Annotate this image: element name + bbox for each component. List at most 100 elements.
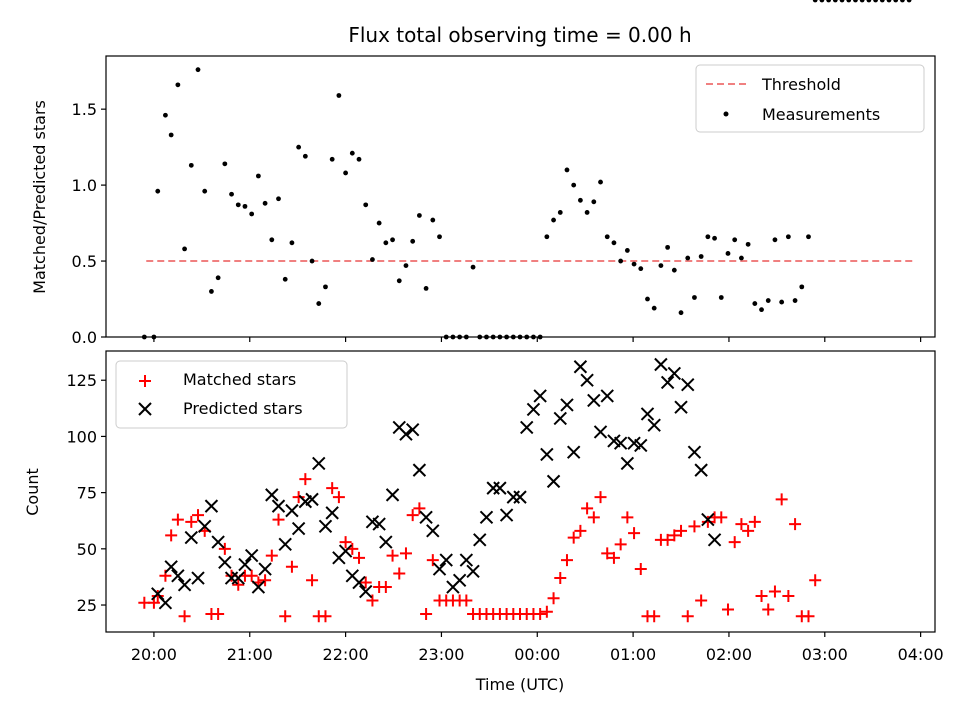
predicted-star-point [573,360,588,374]
measurement-point [571,182,577,188]
measurement-point [470,264,476,270]
predicted-star-point [479,510,494,525]
matched-star-point [607,551,620,564]
top-y-tick-label: 0.0 [72,328,97,347]
measurement-point [396,278,402,284]
predicted-star-point [681,378,695,392]
measurement-point [195,67,201,73]
measurement-point [725,251,731,256]
predicted-star-point [593,425,608,439]
matched-star-point [809,574,822,587]
matched-star-point [265,549,278,562]
measurement-point [645,296,650,302]
predicted-star-point [526,402,541,417]
bottom-panel: 25 50 75 100 125 20:00 21:00 22:00 23:00 00:00 01… [23,351,944,694]
predicted-star-point [694,463,708,477]
matched-star-point [721,603,734,616]
predicted-star-point [419,510,433,525]
predicted-star-point [325,506,339,520]
predicted-star-point [707,533,722,547]
measurement-point [631,261,637,267]
measurements-legend-label: Measurements [762,105,880,124]
predicted-star-point [359,584,373,599]
measurement-point [718,295,724,300]
matched-star-point [755,590,768,603]
matched-star-point [715,511,728,524]
measurement-point [792,298,798,303]
bottom-plot-frame [105,350,936,633]
predicted-star-point [204,499,219,513]
measurement-point [309,258,315,264]
predicted-star-point [426,524,440,538]
measurement-point [698,254,704,259]
bottom-x-ticks: 20:00 21:00 22:00 23:00 00:00 01:00 02:00 03:00… [131,632,944,664]
measurement-point [282,276,288,282]
predicted-star-point [533,389,547,403]
measurement-point [866,0,872,3]
matched-star-point [668,529,681,542]
measurement-point [276,196,281,202]
matched-star-point [728,536,741,549]
x-tick-label: 01:00 [610,645,656,664]
predicted-star-point [667,366,682,381]
measurement-point [611,240,617,246]
measurement-point [678,310,684,316]
matched-star-point [748,515,761,528]
measurement-point [846,0,852,3]
matched-star-point [695,594,708,607]
measurement-point [564,167,570,173]
predicted-star-point [238,557,252,572]
matched-star-point [775,493,788,506]
measurement-point [752,301,758,306]
matched-star-point [299,473,312,486]
matched-star-point [675,524,688,537]
measurement-point [296,144,302,150]
bottom-y-ticks: 25 50 75 100 125 [66,371,106,615]
matched-star-point [319,610,332,623]
x-tick-label: 23:00 [418,645,464,664]
predicted-star-point [499,508,514,522]
measurement-point [772,237,778,243]
measurement-point [370,257,375,262]
measurement-point [557,210,563,215]
matched-star-point [292,491,305,504]
measurement-point [853,0,858,3]
measurement-point [705,234,711,240]
matched-star-point [782,590,795,603]
predicted-legend-marker [138,402,152,416]
measurement-point [832,0,838,3]
predicted-star-point [412,463,427,477]
matched-star-point [634,563,647,576]
measurement-point [410,238,416,244]
matched-star-point [768,585,781,598]
measurement-point [785,234,791,240]
matched-star-point [272,513,285,526]
predicted-star-point [452,573,467,588]
matched-star-point [789,518,802,531]
matched-star-point [701,515,714,528]
bottom-y-axis-label: Count [23,468,42,516]
measurement-point [222,161,228,167]
measurement-point [403,263,409,269]
measurement-points [141,0,912,340]
measurement-point [618,258,624,264]
top-y-axis-label: Matched/Predicted stars [30,100,49,294]
predicted-star-point [372,517,386,531]
predicted-star-point [620,456,635,471]
matched-star-point [178,610,191,623]
measurement-point [685,255,691,261]
predicted-star-point [513,490,527,504]
measurement-point [423,285,429,291]
matched-star-point [232,578,245,591]
measurement-point [900,0,905,3]
x-tick-label: 04:00 [898,645,944,664]
measurement-point [343,170,348,176]
top-y-ticks: 0.0 0.5 1.0 1.5 [72,100,106,347]
predicted-star-point [258,562,272,576]
predicted-star-point [647,418,661,432]
measurement-point [591,199,597,205]
matched-star-point [534,608,547,621]
measurement-point [323,284,328,290]
measurement-point [886,0,892,3]
